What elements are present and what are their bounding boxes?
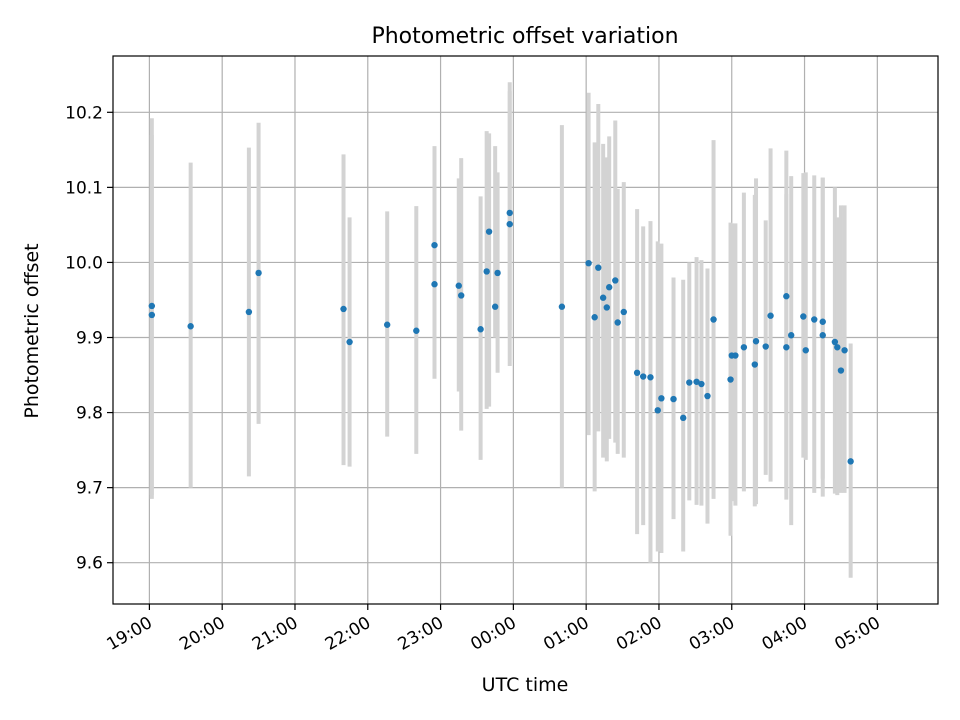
- data-point: [595, 264, 602, 271]
- y-tick-label: 9.7: [76, 479, 103, 499]
- data-point: [693, 378, 700, 385]
- y-tick-label: 10.0: [65, 253, 103, 273]
- y-axis-ticks: 9.6 9.7 9.8 9.9 10.0 10.1 10.2: [65, 103, 113, 574]
- data-point: [413, 327, 420, 334]
- data-point: [710, 316, 717, 323]
- data-point: [485, 228, 493, 235]
- data-point: [787, 332, 795, 339]
- data-point: [620, 308, 627, 316]
- y-tick-label: 10.1: [65, 178, 103, 198]
- data-point: [612, 277, 619, 284]
- data-point: [654, 407, 661, 414]
- data-point: [783, 344, 790, 351]
- data-point: [591, 314, 598, 321]
- data-point: [603, 304, 610, 311]
- y-tick-label: 9.9: [76, 329, 103, 349]
- data-point: [841, 347, 848, 354]
- data-point: [680, 414, 687, 422]
- data-point: [831, 338, 839, 346]
- chart-title: Photometric offset variation: [371, 24, 678, 49]
- data-point: [762, 343, 769, 350]
- data-point: [614, 319, 621, 326]
- data-point: [477, 326, 484, 333]
- data-point: [639, 373, 647, 380]
- data-point: [431, 281, 438, 288]
- data-point: [751, 361, 759, 368]
- data-point: [752, 338, 760, 345]
- data-point: [255, 269, 262, 277]
- data-point: [431, 241, 438, 249]
- y-tick-label: 9.6: [76, 554, 103, 574]
- data-point: [802, 347, 809, 354]
- data-point: [783, 293, 790, 300]
- data-point: [340, 305, 347, 313]
- data-point: [647, 374, 654, 381]
- data-point: [686, 379, 693, 386]
- data-point: [346, 338, 353, 346]
- data-point: [506, 209, 513, 217]
- data-point: [633, 369, 641, 376]
- data-point: [670, 395, 677, 403]
- data-point: [506, 220, 513, 228]
- data-point: [457, 292, 465, 299]
- data-point: [732, 352, 739, 359]
- data-point: [558, 303, 566, 310]
- data-point: [658, 395, 665, 402]
- data-point: [383, 321, 391, 328]
- y-tick-label: 9.8: [76, 404, 103, 424]
- data-point: [585, 259, 592, 267]
- data-point: [837, 367, 845, 374]
- data-point: [800, 313, 807, 320]
- plot-frame: [112, 55, 939, 605]
- data-point: [704, 392, 711, 400]
- data-point: [847, 458, 854, 465]
- data-point: [491, 303, 499, 310]
- y-tick-label: 10.2: [65, 103, 103, 123]
- data-point: [819, 332, 826, 339]
- data-point: [727, 376, 734, 383]
- data-point: [483, 268, 490, 275]
- data-point: [819, 318, 826, 325]
- y-axis-label: Photometric offset: [21, 243, 43, 418]
- data-point: [811, 316, 818, 323]
- data-point: [767, 312, 774, 319]
- data-point: [148, 302, 156, 310]
- x-axis-label: UTC time: [482, 674, 569, 696]
- data-point: [698, 380, 705, 388]
- data-point: [245, 308, 253, 316]
- data-point: [599, 294, 607, 301]
- data-point: [740, 344, 748, 351]
- data-point: [834, 344, 841, 351]
- data-point: [494, 269, 501, 277]
- data-point: [148, 311, 156, 319]
- data-point: [455, 282, 462, 289]
- data-points: [148, 209, 854, 465]
- data-point: [606, 284, 613, 291]
- data-point: [187, 323, 194, 330]
